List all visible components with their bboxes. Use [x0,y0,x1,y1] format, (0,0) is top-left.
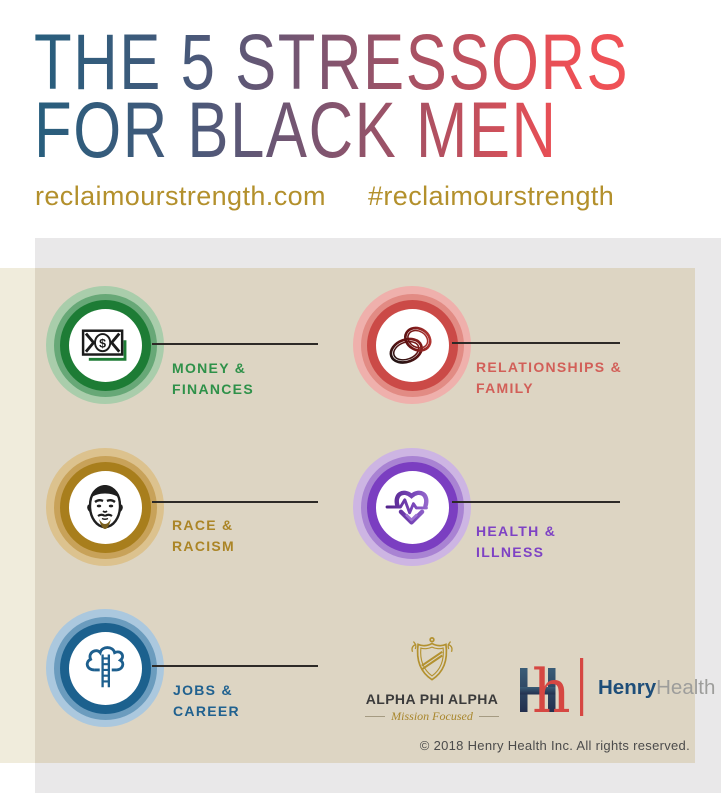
cloud-ladder-icon [85,646,125,688]
alpha-phi-alpha-logo: ALPHA PHI ALPHA Mission Focused [354,636,510,724]
label-line-2: ILLNESS [476,544,545,560]
label-line-1: JOBS & [173,682,233,698]
ring-dark [59,461,151,553]
ring-core: $ [68,308,142,382]
race-badge [46,448,164,566]
svg-text:$: $ [99,336,106,350]
website-text: reclaimourstrength.com [35,181,326,211]
label-line-2: CAREER [173,703,240,719]
rings-icon [389,326,432,364]
ring-core [68,631,142,705]
stressor-label: RACE & RACISM [172,515,235,557]
svg-text:h: h [532,657,571,718]
label-line-2: RACISM [172,538,236,554]
face-icon [87,485,123,529]
ring-mid: $ [53,293,157,397]
ring-dark: $ [59,299,151,391]
jobs-badge [46,609,164,727]
heart-pulse-icon [385,490,429,525]
tagline-dash-right [478,716,499,717]
label-line-1: MONEY & [172,360,247,376]
ring-mid [360,455,464,559]
label-line-1: HEALTH & [476,523,557,539]
ring-mid [53,616,157,720]
connector-line [152,343,318,345]
copyright-text: © 2018 Henry Health Inc. All rights rese… [419,738,690,753]
tagline-text: Mission Focused [391,709,473,723]
connector-line [152,501,318,503]
connector-line [452,342,620,344]
ring-dark [59,622,151,714]
health-word: Health [656,676,716,699]
label-line-1: RACE & [172,517,234,533]
title-line-1: THE 5 STRESSORS [34,17,630,106]
ring-core [68,470,142,544]
relationships-badge [353,286,471,404]
ring-dark [366,461,458,553]
label-line-2: FAMILY [476,380,534,396]
stressor-label: JOBS & CAREER [173,680,240,722]
ring-core [375,470,449,544]
ring-dark [366,299,458,391]
alpha-phi-alpha-tagline: Mission Focused [354,709,510,724]
money-icon: $ [81,329,127,361]
henry-health-wordmark: HenryHealth [598,676,715,700]
ring-mid [53,455,157,559]
alpha-phi-alpha-name: ALPHA PHI ALPHA [365,691,499,707]
health-badge [353,448,471,566]
label-line-1: RELATIONSHIPS & [476,359,623,375]
page-title: THE 5 STRESSORS FOR BLACK MEN [34,17,721,169]
ring-mid [360,293,464,397]
tagline-dash-left [365,716,386,717]
henry-health-monogram-icon: h [520,657,584,718]
stressor-label: RELATIONSHIPS & FAMILY [476,357,622,399]
henry-word: Henry [598,676,657,699]
alpha-phi-alpha-crest-icon [411,637,453,681]
ring-core [375,308,449,382]
label-line-2: FINANCES [172,381,254,397]
connector-line [452,501,620,503]
connector-line [152,665,318,667]
stressor-label: MONEY & FINANCES [172,358,254,400]
title-line-2: FOR BLACK MEN [34,90,629,169]
left-slide-peek [0,268,35,763]
money-badge: $ [46,286,164,404]
stressor-label: HEALTH & ILLNESS [476,521,556,563]
hashtag-text: #reclaimourstrength [368,181,615,211]
